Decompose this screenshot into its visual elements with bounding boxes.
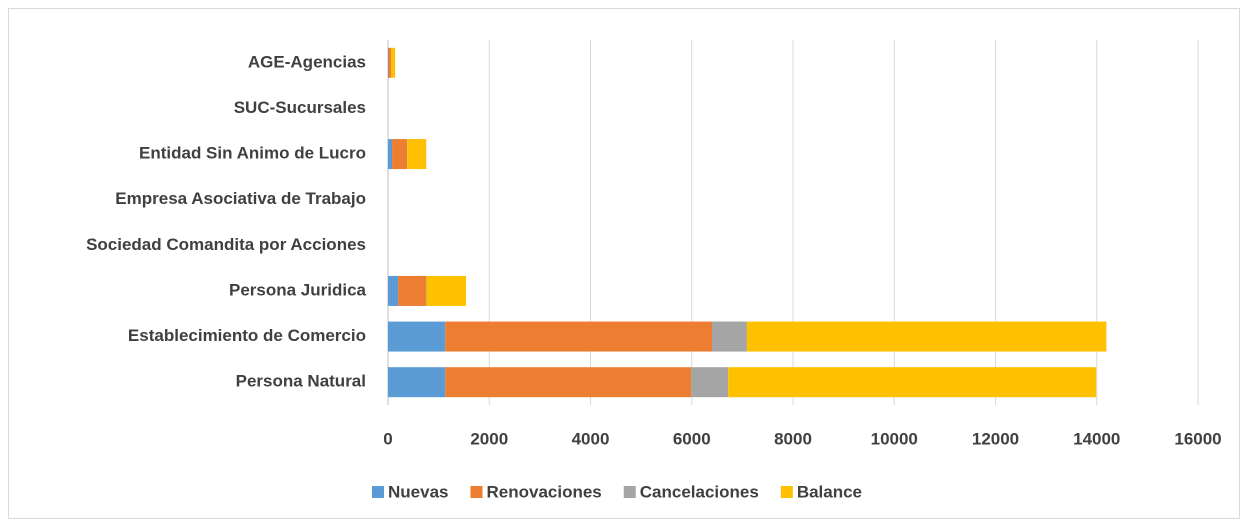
bar [445, 367, 692, 398]
legend-swatch [470, 486, 483, 498]
legend-label: Balance [797, 482, 862, 501]
x-tick-label: 12000 [972, 429, 1019, 448]
y-tick-label: Sociedad Comandita por Acciones [86, 235, 366, 254]
y-tick-label: Persona Natural [236, 372, 366, 391]
bar [426, 275, 466, 306]
bar [392, 139, 407, 170]
bar [388, 367, 446, 398]
x-tick-label: 0 [383, 429, 392, 448]
bar [746, 321, 1107, 352]
chart-border [8, 8, 1240, 519]
bar [391, 47, 396, 78]
y-tick-label: Establecimiento de Comercio [128, 326, 366, 345]
bar [728, 367, 1097, 398]
bar [398, 275, 426, 306]
x-tick-label: 2000 [470, 429, 508, 448]
x-tick-label: 14000 [1073, 429, 1120, 448]
y-tick-label: SUC-Sucursales [234, 98, 366, 117]
legend-label: Renovaciones [486, 482, 601, 501]
legend-swatch [372, 486, 384, 498]
bar [388, 275, 399, 306]
y-tick-label: AGE-Agencias [248, 52, 366, 71]
bar [691, 367, 729, 398]
x-tick-label: 16000 [1174, 429, 1221, 448]
bar [425, 275, 427, 306]
legend-label: Nuevas [388, 482, 448, 501]
bar [712, 321, 747, 352]
y-tick-label: Entidad Sin Animo de Lucro [139, 144, 366, 163]
x-tick-label: 8000 [774, 429, 812, 448]
legend-swatch [623, 486, 636, 498]
legend-label: Cancelaciones [640, 482, 759, 501]
bar [388, 321, 446, 352]
bar [388, 139, 393, 170]
x-tick-label: 4000 [572, 429, 610, 448]
legend-swatch [780, 486, 793, 498]
x-tick-label: 10000 [871, 429, 918, 448]
bar [388, 47, 392, 78]
x-tick-label: 6000 [673, 429, 711, 448]
bar [445, 321, 712, 352]
bar [388, 47, 389, 78]
y-tick-label: Persona Juridica [229, 280, 367, 299]
y-tick-label: Empresa Asociativa de Trabajo [115, 189, 366, 208]
bar [407, 139, 427, 170]
